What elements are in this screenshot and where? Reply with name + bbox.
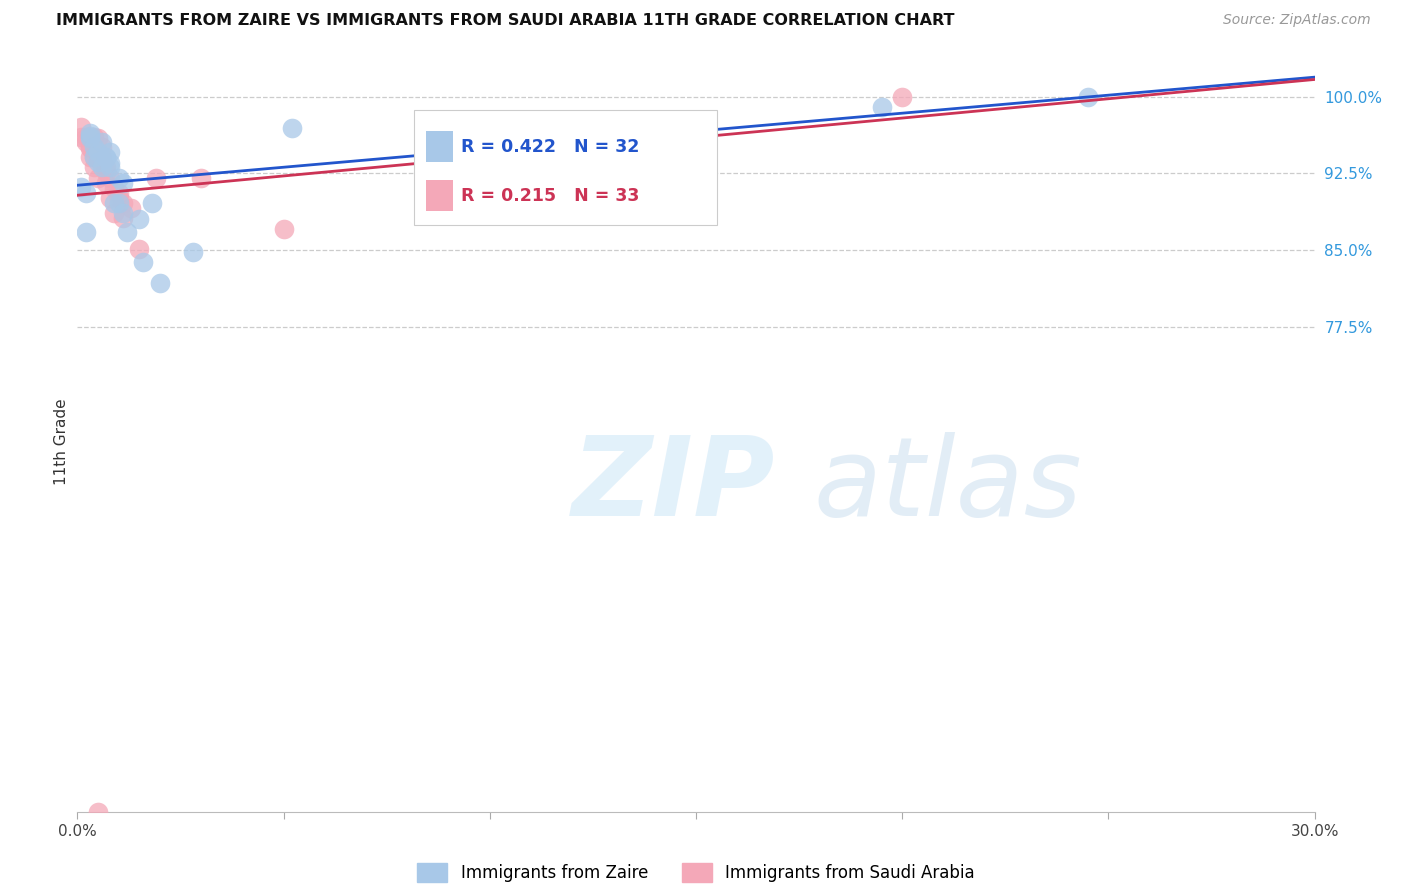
Point	[149, 276, 172, 290]
Point	[87, 805, 110, 819]
Point	[91, 161, 114, 175]
Legend: Immigrants from Zaire, Immigrants from Saudi Arabia: Immigrants from Zaire, Immigrants from S…	[411, 856, 981, 888]
Point	[91, 140, 114, 154]
Point	[79, 128, 101, 143]
Point	[96, 161, 118, 175]
Point	[111, 196, 134, 211]
Point	[181, 245, 204, 260]
Point	[79, 130, 101, 145]
Text: IMMIGRANTS FROM ZAIRE VS IMMIGRANTS FROM SAUDI ARABIA 11TH GRADE CORRELATION CHA: IMMIGRANTS FROM ZAIRE VS IMMIGRANTS FROM…	[56, 13, 955, 29]
Point	[107, 191, 129, 205]
Text: atlas: atlas	[814, 433, 1083, 540]
Point	[107, 196, 129, 211]
Point	[83, 140, 105, 154]
Point	[83, 161, 105, 175]
Point	[145, 170, 167, 185]
Point	[91, 155, 114, 169]
Point	[91, 135, 114, 149]
Point	[96, 151, 118, 165]
Point	[98, 156, 121, 170]
Point	[98, 145, 121, 159]
Point	[111, 206, 134, 220]
Point	[98, 191, 121, 205]
Point	[87, 170, 110, 185]
Point	[141, 196, 163, 211]
Point	[128, 212, 150, 227]
Point	[111, 211, 134, 226]
Point	[87, 130, 110, 145]
Point	[79, 126, 101, 140]
Point	[83, 129, 105, 144]
Point	[107, 186, 129, 200]
Text: R = 0.215   N = 33: R = 0.215 N = 33	[461, 187, 640, 205]
Point	[103, 181, 125, 195]
Point	[132, 255, 155, 269]
Y-axis label: 11th Grade: 11th Grade	[53, 398, 69, 485]
Text: R = 0.422   N = 32: R = 0.422 N = 32	[461, 137, 640, 155]
FancyBboxPatch shape	[413, 110, 717, 225]
Point	[75, 129, 97, 144]
Point	[120, 201, 142, 215]
Point	[75, 186, 97, 200]
Point	[115, 225, 138, 239]
Point	[1077, 90, 1099, 104]
Point	[87, 145, 110, 159]
Bar	[426, 131, 454, 162]
Point	[107, 170, 129, 185]
Point	[70, 179, 93, 194]
Point	[98, 161, 121, 175]
Point	[870, 100, 893, 114]
Point	[70, 120, 93, 134]
Point	[103, 206, 125, 220]
Point	[98, 170, 121, 185]
Text: ZIP: ZIP	[572, 433, 776, 540]
Point	[103, 196, 125, 211]
Point	[281, 120, 304, 135]
Point	[79, 140, 101, 154]
Point	[96, 176, 118, 190]
Point	[96, 165, 118, 179]
Point	[87, 155, 110, 169]
Text: Source: ZipAtlas.com: Source: ZipAtlas.com	[1223, 13, 1371, 28]
Point	[91, 150, 114, 164]
Point	[75, 135, 97, 149]
Point	[891, 90, 914, 104]
Point	[83, 150, 105, 164]
Point	[111, 176, 134, 190]
Point	[75, 225, 97, 239]
Point	[273, 221, 295, 235]
Point	[190, 170, 212, 185]
Point	[416, 120, 439, 135]
Point	[83, 150, 105, 164]
Point	[79, 141, 101, 155]
Point	[79, 150, 101, 164]
Point	[87, 145, 110, 159]
Point	[70, 129, 93, 144]
Point	[128, 242, 150, 256]
Point	[96, 150, 118, 164]
Bar	[426, 180, 454, 211]
